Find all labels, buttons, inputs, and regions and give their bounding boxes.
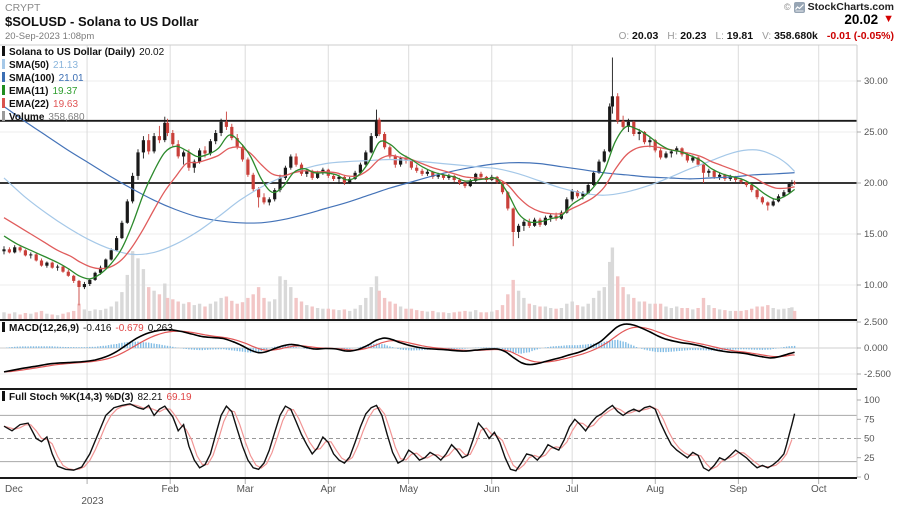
legend-price: Solana to US Dollar (Daily) 20.02 xyxy=(2,46,164,59)
svg-text:2.500: 2.500 xyxy=(864,317,888,328)
price-legend-chip xyxy=(2,46,5,56)
attribution-text: StockCharts.com xyxy=(807,1,894,13)
sma50-legend-chip xyxy=(2,59,5,69)
svg-text:10.00: 10.00 xyxy=(864,280,888,291)
legend-volume: Volume 358,680 xyxy=(2,111,85,124)
svg-text:25.00: 25.00 xyxy=(864,127,888,138)
svg-text:May: May xyxy=(399,484,418,495)
attribution: © StockCharts.com xyxy=(784,1,894,13)
svg-text:15.00: 15.00 xyxy=(864,229,888,240)
svg-text:Feb: Feb xyxy=(162,484,180,495)
support-resistance-lines xyxy=(0,119,857,184)
svg-text:50: 50 xyxy=(864,434,875,445)
stoch-panel xyxy=(3,403,796,472)
legend-stoch: Full Stoch %K(14,3) %D(3) 82.21 69.19 xyxy=(2,391,192,404)
svg-text:75: 75 xyxy=(864,414,875,425)
copyright-symbol: © xyxy=(784,2,791,12)
stockcharts-logo-icon xyxy=(793,1,805,13)
gridlines xyxy=(0,45,857,478)
market-label: CRYPT xyxy=(5,2,41,14)
legend-sma100: SMA(100) 21.01 xyxy=(2,72,84,85)
volume-value: 358.680k xyxy=(774,30,818,42)
svg-text:Mar: Mar xyxy=(237,484,255,495)
low-label: L: xyxy=(715,31,724,42)
svg-text:Aug: Aug xyxy=(646,484,664,495)
moving-averages xyxy=(3,106,796,280)
svg-text:20.00: 20.00 xyxy=(864,178,888,189)
legend-macd: MACD(12,26,9) -0.416 -0.679 0.263 xyxy=(2,322,173,335)
svg-text:100: 100 xyxy=(864,395,880,406)
svg-text:0: 0 xyxy=(864,472,869,483)
svg-text:0.000: 0.000 xyxy=(864,343,888,354)
open-label: O: xyxy=(618,31,630,42)
legend-ema22: EMA(22) 19.63 xyxy=(2,98,78,111)
volume-label: V: xyxy=(762,31,772,42)
legend-ema11: EMA(11) 19.37 xyxy=(2,85,77,98)
macd-panel xyxy=(3,323,796,373)
svg-text:-2.500: -2.500 xyxy=(864,369,891,380)
chart-datetime: 20-Sep-2023 1:08pm xyxy=(5,31,95,42)
svg-text:Dec: Dec xyxy=(5,484,23,495)
macd-legend-chip xyxy=(2,322,5,332)
sma100-legend-chip xyxy=(2,72,5,82)
svg-text:Jun: Jun xyxy=(484,484,500,495)
ema11-legend-chip xyxy=(2,85,5,95)
high-label: H: xyxy=(667,31,678,42)
svg-text:Sep: Sep xyxy=(729,484,747,495)
open-value: 20.03 xyxy=(632,30,659,42)
quote-row: O: 20.03 H: 20.23 L: 19.81 V: 358.680k -… xyxy=(619,30,894,42)
volume-bars xyxy=(2,247,797,320)
page-title: $SOLUSD - Solana to US Dollar xyxy=(5,14,199,29)
stoch-legend-chip xyxy=(2,391,5,401)
volume-legend-chip xyxy=(2,111,5,121)
last-price: 20.02 xyxy=(844,12,879,27)
candlesticks xyxy=(2,57,797,306)
legend-sma50: SMA(50) 21.13 xyxy=(2,59,78,72)
svg-text:Apr: Apr xyxy=(320,484,336,495)
svg-text:Jul: Jul xyxy=(566,484,579,495)
ema22-legend-chip xyxy=(2,98,5,108)
svg-text:Oct: Oct xyxy=(811,484,827,495)
svg-text:30.00: 30.00 xyxy=(864,76,888,87)
panel-borders xyxy=(0,44,858,479)
high-value: 20.23 xyxy=(680,30,707,42)
svg-text:2023: 2023 xyxy=(81,496,104,507)
change-value: -0.01 (-0.05%) xyxy=(826,30,894,42)
last-price-display: 20.02 ▼ xyxy=(844,12,894,27)
svg-text:25: 25 xyxy=(864,453,875,464)
low-value: 19.81 xyxy=(726,30,754,42)
axis-labels: 30.00 25.00 20.00 15.00 10.00 2.500 0.000 -2.50… xyxy=(5,76,891,507)
down-triangle-icon: ▼ xyxy=(883,13,894,25)
